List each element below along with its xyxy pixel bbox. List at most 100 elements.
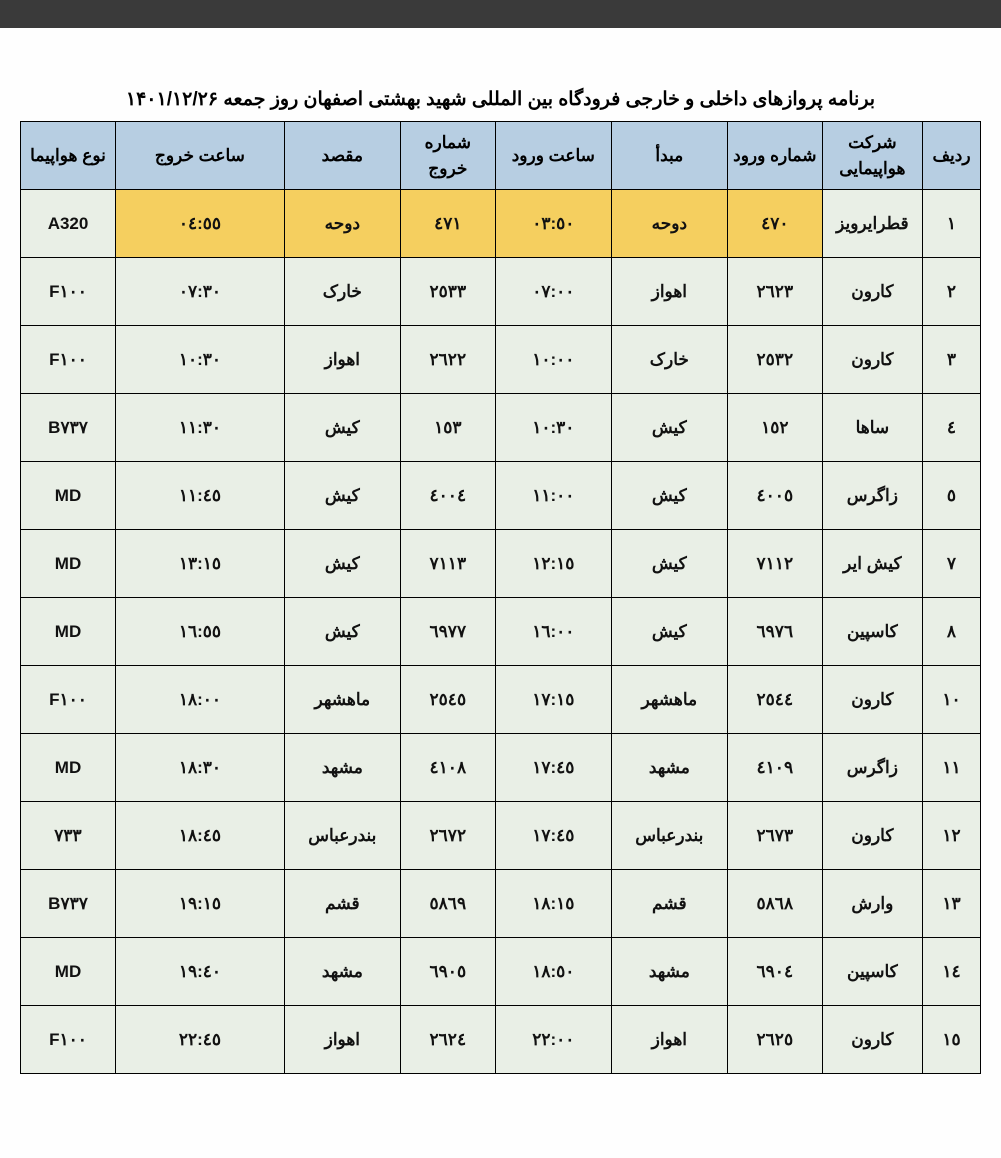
cell-in_no: ١٥٢: [727, 394, 822, 462]
cell-origin: اهواز: [611, 1006, 727, 1074]
cell-aircraft: MD: [21, 462, 116, 530]
table-row: ۱٥کارون٢٦٢٥اهواز٢٢:٠٠٢٦٢٤اهواز٢٢:٤٥F١٠٠: [21, 1006, 981, 1074]
cell-out_no: ٢٦٢٢: [400, 326, 495, 394]
cell-out_time: ١١:٣٠: [116, 394, 285, 462]
cell-aircraft: MD: [21, 598, 116, 666]
cell-in_no: ٢٦٢٣: [727, 258, 822, 326]
cell-in_time: ١٧:٤٥: [495, 734, 611, 802]
cell-row: ۱۳: [922, 870, 980, 938]
cell-origin: کیش: [611, 530, 727, 598]
table-body: ۱قطرایرویز٤٧٠دوحه٠٣:٥٠٤٧١دوحه٠٤:٥٥A320۲ک…: [21, 190, 981, 1074]
cell-origin: قشم: [611, 870, 727, 938]
cell-out_time: ١٦:٥٥: [116, 598, 285, 666]
cell-in_no: ٧١١٢: [727, 530, 822, 598]
cell-airline: ساها: [822, 394, 922, 462]
col-out-no: شماره خروج: [400, 122, 495, 190]
cell-airline: کاسپین: [822, 598, 922, 666]
cell-dest: مشهد: [284, 734, 400, 802]
cell-airline: کیش ایر: [822, 530, 922, 598]
cell-aircraft: B٧٣٧: [21, 870, 116, 938]
cell-airline: کارون: [822, 258, 922, 326]
table-row: ٤ساها١٥٢کیش١٠:٣٠١٥٣کیش١١:٣٠B٧٣٧: [21, 394, 981, 462]
cell-in_no: ٦٩٧٦: [727, 598, 822, 666]
cell-dest: اهواز: [284, 326, 400, 394]
cell-origin: مشهد: [611, 734, 727, 802]
col-dest: مقصد: [284, 122, 400, 190]
cell-aircraft: F١٠٠: [21, 1006, 116, 1074]
cell-row: ۱۲: [922, 802, 980, 870]
table-row: ۱قطرایرویز٤٧٠دوحه٠٣:٥٠٤٧١دوحه٠٤:٥٥A320: [21, 190, 981, 258]
cell-origin: خارک: [611, 326, 727, 394]
cell-row: ۱۱: [922, 734, 980, 802]
col-out-time: ساعت خروج: [116, 122, 285, 190]
page-title: برنامه پروازهای داخلی و خارجی فرودگاه بی…: [20, 88, 981, 111]
cell-row: ۸: [922, 598, 980, 666]
cell-out_no: ٦٩٠٥: [400, 938, 495, 1006]
cell-out_time: ١٣:١٥: [116, 530, 285, 598]
cell-row: ۱: [922, 190, 980, 258]
cell-origin: بندرعباس: [611, 802, 727, 870]
cell-in_time: ١٨:١٥: [495, 870, 611, 938]
cell-row: ۱٥: [922, 1006, 980, 1074]
cell-aircraft: A320: [21, 190, 116, 258]
table-row: ۱۱زاگرس٤١٠٩مشهد١٧:٤٥٤١٠٨مشهد١٨:٣٠MD: [21, 734, 981, 802]
cell-in_no: ٢٦٢٥: [727, 1006, 822, 1074]
cell-out_time: ٠٧:٣٠: [116, 258, 285, 326]
cell-dest: ماهشهر: [284, 666, 400, 734]
cell-out_no: ٢٦٧٢: [400, 802, 495, 870]
top-bar: [0, 0, 1001, 28]
cell-origin: ماهشهر: [611, 666, 727, 734]
table-row: ۲کارون٢٦٢٣اهواز٠٧:٠٠٢٥٣٣خارک٠٧:٣٠F١٠٠: [21, 258, 981, 326]
cell-dest: بندرعباس: [284, 802, 400, 870]
cell-dest: کیش: [284, 394, 400, 462]
cell-origin: دوحه: [611, 190, 727, 258]
cell-out_time: ٢٢:٤٥: [116, 1006, 285, 1074]
cell-dest: کیش: [284, 530, 400, 598]
cell-in_no: ٥٨٦٨: [727, 870, 822, 938]
cell-out_time: ٠٤:٥٥: [116, 190, 285, 258]
page-content: برنامه پروازهای داخلی و خارجی فرودگاه بی…: [0, 28, 1001, 1094]
cell-row: ۷: [922, 530, 980, 598]
cell-airline: کارون: [822, 1006, 922, 1074]
cell-row: ۱۰: [922, 666, 980, 734]
cell-in_time: ١١:٠٠: [495, 462, 611, 530]
table-row: ۸کاسپین٦٩٧٦کیش١٦:٠٠٦٩٧٧کیش١٦:٥٥MD: [21, 598, 981, 666]
cell-out_no: ٧١١٣: [400, 530, 495, 598]
cell-out_time: ١٨:٣٠: [116, 734, 285, 802]
cell-row: ۱٤: [922, 938, 980, 1006]
cell-in_time: ٠٧:٠٠: [495, 258, 611, 326]
cell-out_no: ٢٥٣٣: [400, 258, 495, 326]
cell-aircraft: F١٠٠: [21, 326, 116, 394]
cell-out_no: ٦٩٧٧: [400, 598, 495, 666]
col-origin: مبدأ: [611, 122, 727, 190]
cell-dest: خارک: [284, 258, 400, 326]
cell-in_time: ١٠:٠٠: [495, 326, 611, 394]
cell-out_no: ٥٨٦٩: [400, 870, 495, 938]
cell-in_no: ٤٧٠: [727, 190, 822, 258]
col-airline: شرکت هواپیمایی: [822, 122, 922, 190]
cell-row: ۳: [922, 326, 980, 394]
cell-aircraft: B٧٣٧: [21, 394, 116, 462]
cell-in_time: ١٦:٠٠: [495, 598, 611, 666]
cell-dest: کیش: [284, 598, 400, 666]
cell-in_no: ٢٦٧٣: [727, 802, 822, 870]
cell-dest: کیش: [284, 462, 400, 530]
col-aircraft: نوع هواپیما: [21, 122, 116, 190]
cell-airline: کاسپین: [822, 938, 922, 1006]
cell-in_time: ٢٢:٠٠: [495, 1006, 611, 1074]
cell-in_time: ١٠:٣٠: [495, 394, 611, 462]
cell-out_time: ١٨:٤٥: [116, 802, 285, 870]
cell-in_no: ٦٩٠٤: [727, 938, 822, 1006]
cell-in_time: ١٧:١٥: [495, 666, 611, 734]
cell-out_no: ٤٠٠٤: [400, 462, 495, 530]
cell-out_no: ١٥٣: [400, 394, 495, 462]
table-header-row: ردیف شرکت هواپیمایی شماره ورود مبدأ ساعت…: [21, 122, 981, 190]
cell-dest: اهواز: [284, 1006, 400, 1074]
cell-aircraft: MD: [21, 938, 116, 1006]
cell-out_time: ١٩:٤٠: [116, 938, 285, 1006]
cell-airline: کارون: [822, 326, 922, 394]
cell-in_no: ٢٥٤٤: [727, 666, 822, 734]
cell-row: ٤: [922, 394, 980, 462]
cell-aircraft: MD: [21, 734, 116, 802]
cell-out_time: ١١:٤٥: [116, 462, 285, 530]
